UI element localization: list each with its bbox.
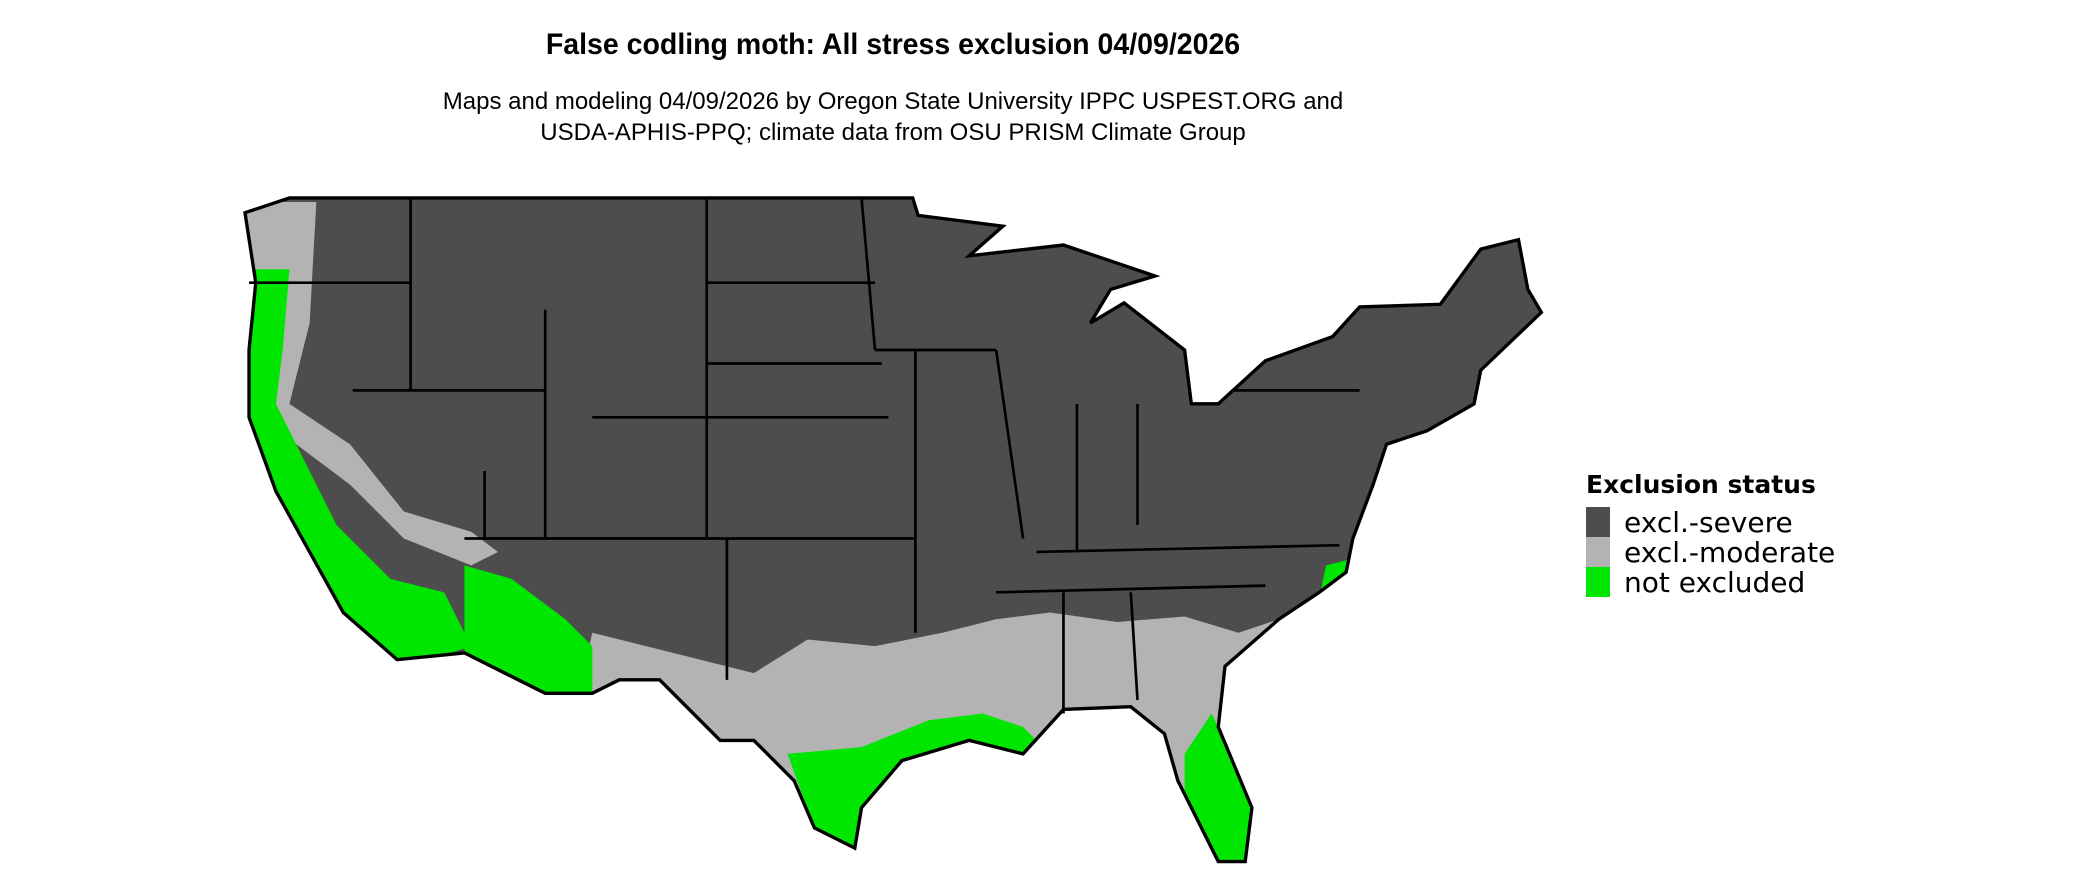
legend-item-moderate: excl.-moderate: [1586, 535, 1836, 569]
state-borders: [249, 197, 1360, 714]
legend-label: not excluded: [1624, 565, 1806, 599]
region-not-excluded-arizona: [464, 565, 593, 694]
legend-label: excl.-moderate: [1624, 535, 1836, 569]
legend-key-not-excluded: [1586, 567, 1610, 597]
legend-key-moderate: [1586, 537, 1610, 567]
region-excl-moderate-west: [245, 201, 499, 566]
legend-item-not-excluded: not excluded: [1586, 565, 1835, 599]
legend-item-severe: excl.-severe: [1586, 505, 1835, 539]
subtitle-line-1: Maps and modeling 04/09/2026 by Oregon S…: [442, 88, 1344, 115]
legend-title: Exclusion status: [1586, 470, 1816, 499]
region-not-excluded-california: [245, 269, 472, 660]
region-not-excluded-florida: [1184, 713, 1259, 862]
legend-key-severe: [1586, 507, 1610, 537]
legend-label: excl.-severe: [1624, 505, 1793, 539]
subtitle-line-2: USDA-APHIS-PPQ; climate data from OSU PR…: [540, 119, 1246, 146]
map-subtitle: Maps and modeling 04/09/2026 by Oregon S…: [0, 86, 1786, 148]
map-title: False codling moth: All stress exclusion…: [545, 28, 1241, 61]
legend: Exclusion status excl.-severe excl.-mode…: [1586, 470, 1836, 599]
